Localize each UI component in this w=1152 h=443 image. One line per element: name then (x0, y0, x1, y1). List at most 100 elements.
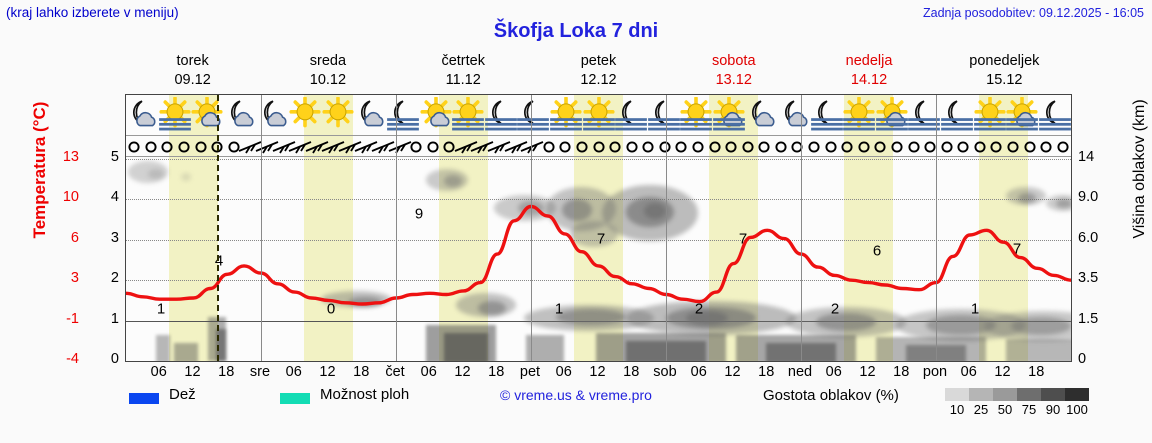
day-date: 13.12 (715, 72, 752, 88)
sun-cloud-icon (190, 96, 224, 133)
wind-calm-icon (818, 137, 844, 157)
cloud-height-tick: 1.5 (1078, 310, 1099, 327)
precipitation-block (216, 329, 226, 361)
wind-calm-icon (801, 137, 827, 157)
copyright-link[interactable]: © vreme.us & vreme.pro (500, 387, 652, 403)
cloud-blob (562, 199, 592, 221)
moon-cloud-icon (126, 97, 159, 133)
wind-calm-icon (851, 137, 877, 157)
cloud-density-ramp-label: 90 (1045, 402, 1061, 417)
sun-cloud-icon (419, 96, 453, 133)
x-tick-label: 12 (859, 364, 876, 380)
temperature-tick: 3 (70, 270, 79, 287)
wind-barb-icon (370, 137, 396, 157)
precipitation-tick: 2 (110, 270, 119, 287)
wind-calm-icon (884, 137, 910, 157)
wind-calm-icon (171, 137, 197, 157)
day-name: ponedeljek (969, 53, 1040, 69)
cloud-density-ramp-label: 10 (949, 402, 965, 417)
sun-fog-icon (973, 96, 1007, 133)
cloud-blob (181, 173, 191, 181)
cloud-density-ramp-cell (945, 388, 969, 401)
cloud-blob (148, 169, 164, 179)
sun-cloud-fog-icon (1005, 96, 1039, 133)
wind-calm-icon (602, 137, 628, 157)
rain-color-swatch (129, 393, 159, 404)
temperature-label: 1 (970, 300, 980, 318)
wind-calm-icon (702, 137, 728, 157)
cloud-blob (686, 311, 728, 325)
x-tick-label: sob (653, 364, 677, 380)
wind-barb-icon (353, 137, 379, 157)
wind-calm-icon (735, 137, 761, 157)
wind-barb-row (126, 135, 1071, 157)
precipitation-block (174, 343, 198, 361)
x-tick-label: čet (385, 364, 405, 380)
x-tick-label: sre (249, 364, 271, 380)
wind-calm-icon (126, 137, 147, 157)
wind-calm-icon (668, 137, 694, 157)
temperature-label: 7 (596, 230, 606, 248)
day-header-sobota: sobota 13.12 (666, 52, 801, 94)
day-date: 10.12 (309, 72, 347, 88)
day-header-nedelja: nedelja 14.12 (801, 52, 936, 94)
cloud-density-ramp-cell (1017, 388, 1041, 401)
temperature-tick: -4 (66, 351, 79, 367)
wind-barb-icon (453, 137, 479, 157)
wind-calm-icon (834, 137, 860, 157)
cloud-height-axis-title: Višina oblakov (km) (1131, 99, 1148, 239)
x-tick-label: 06 (420, 364, 437, 380)
wind-calm-icon (983, 137, 1009, 157)
x-tick-label: 12 (589, 364, 606, 380)
x-tick-label: pet (519, 364, 541, 380)
wind-barb-icon (254, 137, 280, 157)
wind-calm-icon (768, 137, 794, 157)
gridline (126, 239, 1071, 241)
cloud-blob (984, 311, 1071, 341)
cloud-height-tick: 14 (1078, 149, 1095, 165)
x-tick-label: 18 (758, 364, 775, 380)
temperature-label: 2 (694, 300, 704, 318)
cloud-density-ramp-label: 25 (973, 402, 989, 417)
x-tick-label: 12 (454, 364, 471, 380)
cloud-blob (348, 297, 382, 307)
moon-fog-icon (647, 97, 681, 133)
day-separator (936, 95, 937, 361)
x-tick-label: pon (922, 364, 948, 380)
day-separator (261, 95, 262, 361)
day-date: 15.12 (986, 72, 1023, 88)
temperature-tick: -1 (66, 310, 79, 327)
sun-fog-icon (158, 96, 192, 133)
cloud-blob (644, 203, 666, 219)
x-tick-label: 18 (623, 364, 640, 380)
moon-fog-icon (484, 97, 518, 133)
precipitation-block (1006, 339, 1071, 361)
cloud-height-tick: 3.5 (1078, 270, 1099, 287)
temperature-label: 1 (554, 300, 564, 318)
wind-calm-icon (138, 137, 164, 157)
cloud-density-ramp-cell (1041, 388, 1065, 401)
wind-calm-icon (403, 137, 429, 157)
current-time-line (216, 95, 219, 361)
x-tick-label: 06 (825, 364, 842, 380)
precipitation-tick: 5 (110, 149, 119, 165)
wind-calm-icon (950, 137, 976, 157)
rain-legend-label: Dež (169, 386, 196, 403)
x-axis-tick-labels: 06 12 18 sre 06 12 18 čet 06 12 18 pet 06 12 18 sob 06 12… (125, 364, 1072, 382)
sun-fog-icon (549, 96, 583, 133)
wind-calm-icon (652, 137, 678, 157)
x-tick-label: 18 (1028, 364, 1045, 380)
day-separator (531, 95, 532, 361)
cloud-height-tick: 6.0 (1078, 229, 1099, 246)
cloud-density-ramp-label: 75 (1021, 402, 1037, 417)
day-name: nedelja (845, 53, 893, 69)
wind-calm-icon (154, 137, 180, 157)
day-separator (801, 95, 802, 361)
wind-calm-icon (917, 137, 943, 157)
moon-fog-icon (516, 97, 550, 133)
moon-cloud-icon (353, 97, 387, 133)
temperature-tick: 6 (70, 229, 79, 246)
precipitation-block (526, 335, 564, 361)
